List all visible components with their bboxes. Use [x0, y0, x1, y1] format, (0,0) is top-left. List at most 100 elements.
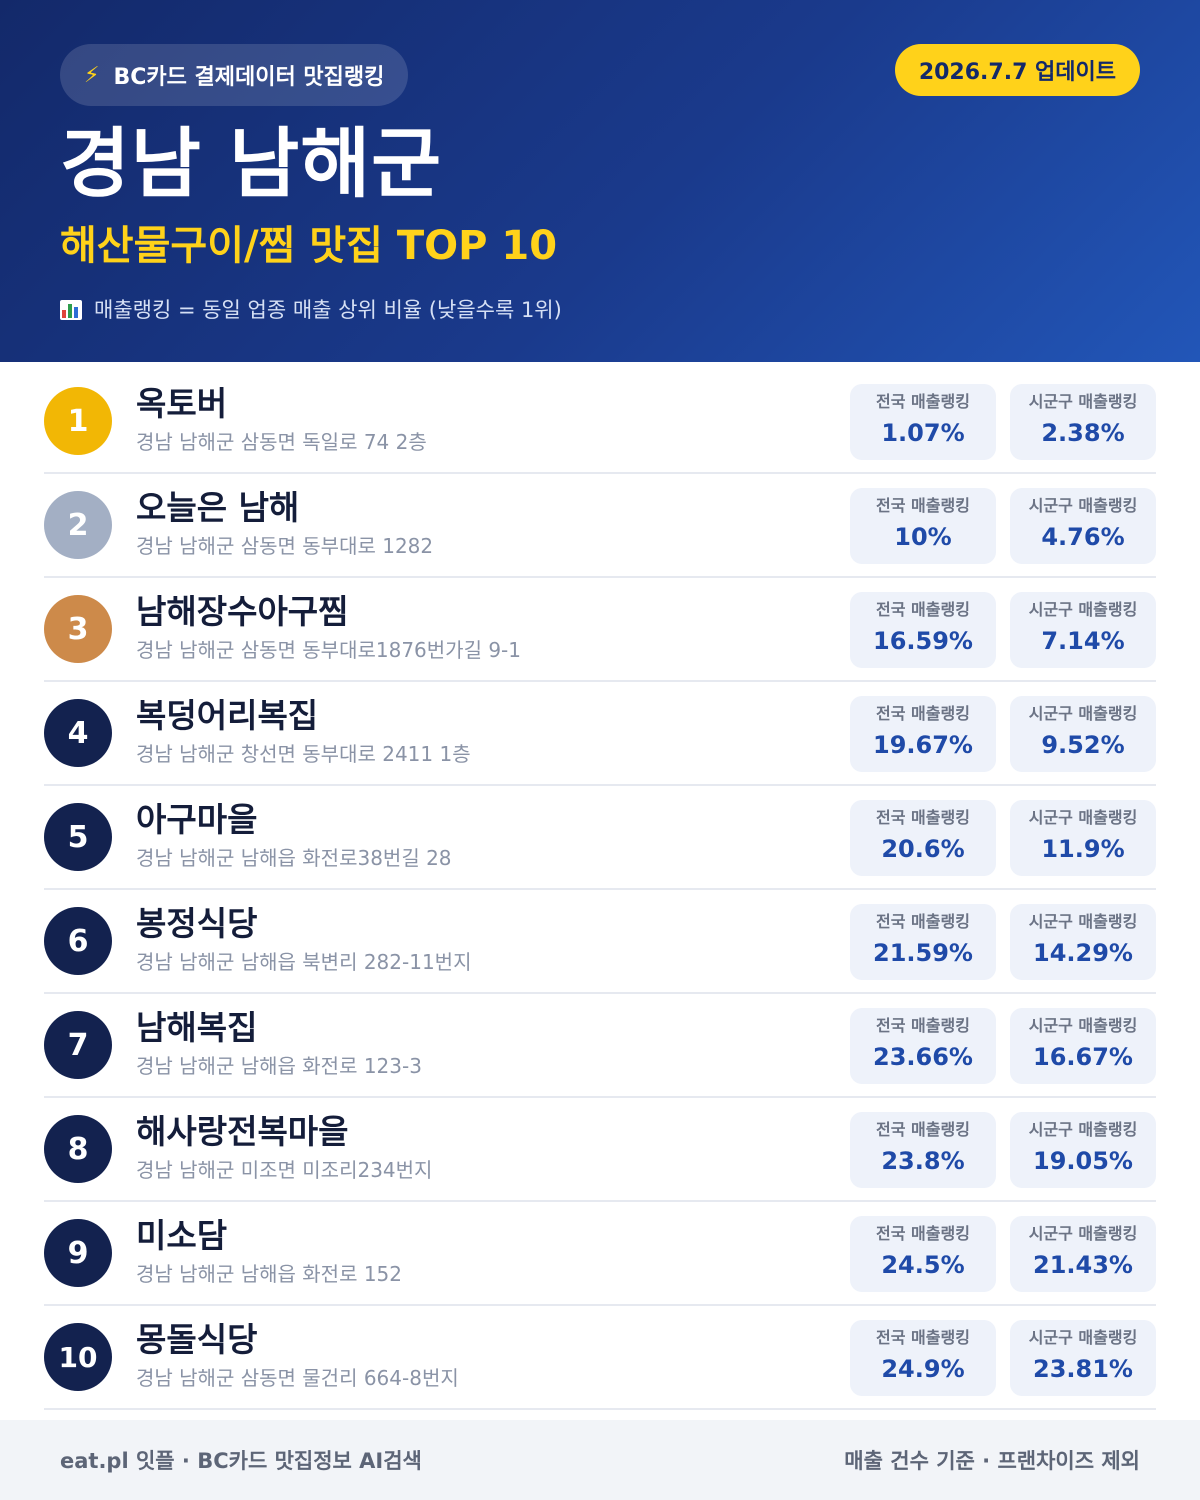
restaurant-name: 해사랑전복마을 [136, 1112, 349, 1151]
rank-badge: 7 [44, 1011, 112, 1079]
national-ranking-card: 전국 매출랭킹 10% [850, 488, 996, 564]
national-ranking-label: 전국 매출랭킹 [876, 392, 970, 411]
national-ranking-card: 전국 매출랭킹 21.59% [850, 904, 996, 980]
ranking-list: 1 옥토버 경남 남해군 삼동면 독일로 74 2층 전국 매출랭킹 1.07% 시군구 … [44, 370, 1156, 1410]
local-ranking-value: 23.81% [1033, 1355, 1133, 1383]
local-ranking-label: 시군구 매출랭킹 [1028, 392, 1138, 411]
restaurant-address: 경남 남해군 삼동면 물건리 664-8번지 [136, 1366, 459, 1390]
region-title: 경남 남해군 [60, 119, 443, 208]
local-ranking-card: 시군구 매출랭킹 19.05% [1010, 1112, 1156, 1188]
rank-badge: 4 [44, 699, 112, 767]
rank-badge: 8 [44, 1115, 112, 1183]
lightning-bolt-icon: ⚡ [84, 62, 100, 88]
restaurant-address: 경남 남해군 창선면 동부대로 2411 1층 [136, 742, 471, 766]
national-ranking-label: 전국 매출랭킹 [876, 808, 970, 827]
local-ranking-value: 14.29% [1033, 939, 1133, 967]
national-ranking-label: 전국 매출랭킹 [876, 600, 970, 619]
restaurant-name: 몽돌식당 [136, 1320, 258, 1359]
header-banner: ⚡ BC카드 결제데이터 맛집랭킹 2026.7.7 업데이트 경남 남해군 해… [0, 0, 1200, 362]
rank-badge: 5 [44, 803, 112, 871]
rank-badge: 1 [44, 387, 112, 455]
restaurant-name: 복덩어리복집 [136, 696, 319, 735]
national-ranking-label: 전국 매출랭킹 [876, 1224, 970, 1243]
local-ranking-card: 시군구 매출랭킹 14.29% [1010, 904, 1156, 980]
local-ranking-label: 시군구 매출랭킹 [1028, 1016, 1138, 1035]
local-ranking-label: 시군구 매출랭킹 [1028, 600, 1138, 619]
national-ranking-label: 전국 매출랭킹 [876, 1016, 970, 1035]
rank-badge: 3 [44, 595, 112, 663]
restaurant-name: 봉정식당 [136, 904, 258, 943]
ranking-note: 매출랭킹 = 동일 업종 매출 상위 비율 (낮을수록 1위) [60, 292, 562, 328]
national-ranking-value: 24.9% [881, 1355, 965, 1383]
ranking-note-text: 매출랭킹 = 동일 업종 매출 상위 비율 (낮을수록 1위) [94, 298, 562, 322]
national-ranking-value: 24.5% [881, 1251, 965, 1279]
restaurant-address: 경남 남해군 삼동면 동부대로1876번가길 9-1 [136, 638, 521, 662]
footer: eat.pl 잇플 · BC카드 맛집정보 AI검색 매출 건수 기준 · 프랜… [0, 1420, 1200, 1500]
restaurant-address: 경남 남해군 남해읍 화전로 152 [136, 1262, 403, 1286]
brand-badge: ⚡ BC카드 결제데이터 맛집랭킹 [60, 44, 409, 106]
local-ranking-card: 시군구 매출랭킹 16.67% [1010, 1008, 1156, 1084]
bar-chart-icon [60, 300, 82, 320]
restaurant-address: 경남 남해군 남해읍 화전로38번길 28 [136, 846, 452, 870]
national-ranking-card: 전국 매출랭킹 24.9% [850, 1320, 996, 1396]
national-ranking-card: 전국 매출랭킹 24.5% [850, 1216, 996, 1292]
local-ranking-card: 시군구 매출랭킹 11.9% [1010, 800, 1156, 876]
footer-source: eat.pl 잇플 · BC카드 맛집정보 AI검색 [60, 1449, 422, 1473]
local-ranking-card: 시군구 매출랭킹 4.76% [1010, 488, 1156, 564]
local-ranking-card: 시군구 매출랭킹 9.52% [1010, 696, 1156, 772]
restaurant-row[interactable]: 7 남해복집 경남 남해군 남해읍 화전로 123-3 전국 매출랭킹 23.66% 시군… [44, 994, 1156, 1098]
local-ranking-value: 4.76% [1041, 523, 1125, 551]
local-ranking-card: 시군구 매출랭킹 2.38% [1010, 384, 1156, 460]
restaurant-address: 경남 남해군 미조면 미조리234번지 [136, 1158, 433, 1182]
restaurant-row[interactable]: 8 해사랑전복마을 경남 남해군 미조면 미조리234번지 전국 매출랭킹 23.8% 시… [44, 1098, 1156, 1202]
brand-label: BC카드 결제데이터 맛집랭킹 [113, 65, 385, 90]
footer-criteria: 매출 건수 기준 · 프랜차이즈 제외 [844, 1449, 1140, 1473]
national-ranking-value: 20.6% [881, 835, 965, 863]
local-ranking-card: 시군구 매출랭킹 23.81% [1010, 1320, 1156, 1396]
rank-badge: 9 [44, 1219, 112, 1287]
restaurant-address: 경남 남해군 삼동면 독일로 74 2층 [136, 430, 427, 454]
national-ranking-card: 전국 매출랭킹 23.66% [850, 1008, 996, 1084]
restaurant-address: 경남 남해군 삼동면 동부대로 1282 [136, 534, 434, 558]
local-ranking-value: 9.52% [1041, 731, 1125, 759]
national-ranking-label: 전국 매출랭킹 [876, 496, 970, 515]
local-ranking-value: 16.67% [1033, 1043, 1133, 1071]
national-ranking-card: 전국 매출랭킹 1.07% [850, 384, 996, 460]
local-ranking-card: 시군구 매출랭킹 7.14% [1010, 592, 1156, 668]
national-ranking-value: 1.07% [881, 419, 965, 447]
national-ranking-label: 전국 매출랭킹 [876, 912, 970, 931]
local-ranking-value: 11.9% [1041, 835, 1125, 863]
local-ranking-label: 시군구 매출랭킹 [1028, 1328, 1138, 1347]
national-ranking-card: 전국 매출랭킹 23.8% [850, 1112, 996, 1188]
local-ranking-value: 7.14% [1041, 627, 1125, 655]
national-ranking-value: 21.59% [873, 939, 973, 967]
national-ranking-value: 16.59% [873, 627, 973, 655]
restaurant-row[interactable]: 2 오늘은 남해 경남 남해군 삼동면 동부대로 1282 전국 매출랭킹 10% 시군구… [44, 474, 1156, 578]
restaurant-row[interactable]: 3 남해장수아구찜 경남 남해군 삼동면 동부대로1876번가길 9-1 전국 매출랭… [44, 578, 1156, 682]
restaurant-address: 경남 남해군 남해읍 북변리 282-11번지 [136, 950, 472, 974]
local-ranking-label: 시군구 매출랭킹 [1028, 1224, 1138, 1243]
rank-badge: 10 [44, 1323, 112, 1391]
category-subtitle: 해산물구이/찜 맛집 TOP 10 [60, 223, 558, 269]
local-ranking-label: 시군구 매출랭킹 [1028, 1120, 1138, 1139]
update-date-badge: 2026.7.7 업데이트 [894, 44, 1140, 96]
local-ranking-value: 19.05% [1033, 1147, 1133, 1175]
restaurant-name: 아구마을 [136, 800, 258, 839]
rank-badge: 6 [44, 907, 112, 975]
local-ranking-label: 시군구 매출랭킹 [1028, 704, 1138, 723]
national-ranking-card: 전국 매출랭킹 16.59% [850, 592, 996, 668]
restaurant-address: 경남 남해군 남해읍 화전로 123-3 [136, 1054, 422, 1078]
restaurant-name: 옥토버 [136, 384, 228, 423]
local-ranking-value: 21.43% [1033, 1251, 1133, 1279]
local-ranking-label: 시군구 매출랭킹 [1028, 496, 1138, 515]
national-ranking-card: 전국 매출랭킹 19.67% [850, 696, 996, 772]
restaurant-name: 미소담 [136, 1216, 228, 1255]
local-ranking-card: 시군구 매출랭킹 21.43% [1010, 1216, 1156, 1292]
national-ranking-label: 전국 매출랭킹 [876, 704, 970, 723]
